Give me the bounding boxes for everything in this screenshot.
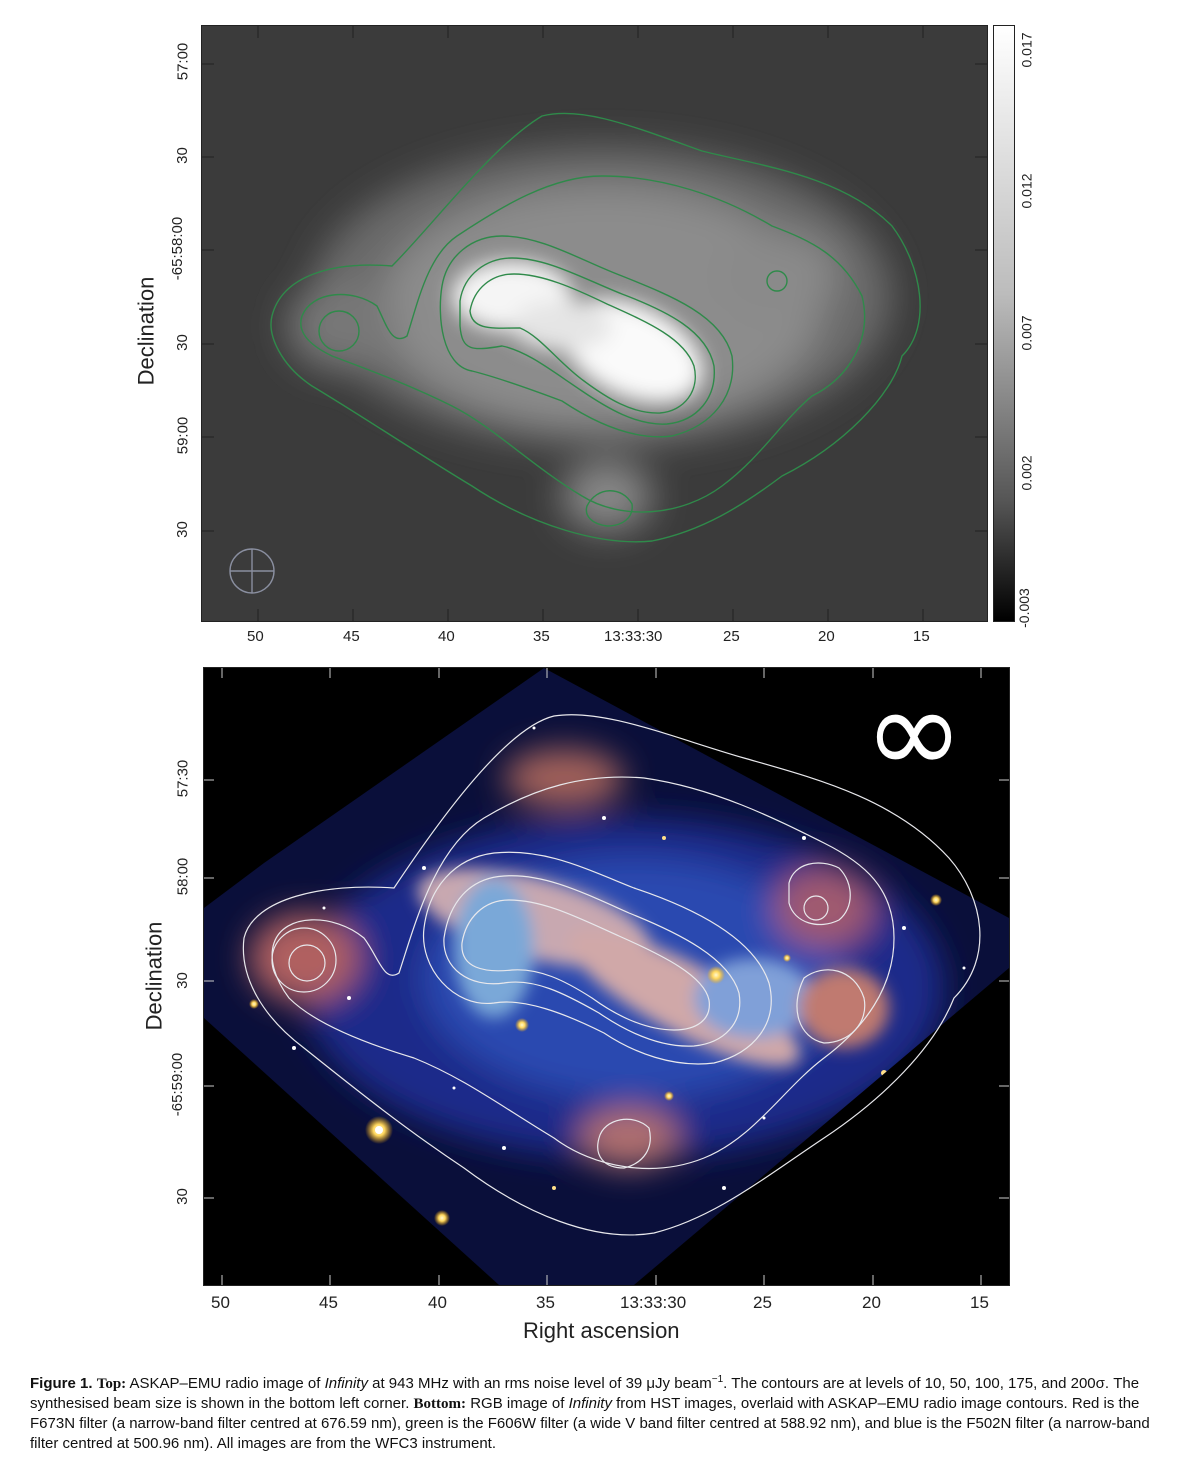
hst-image-svg: [204, 668, 1009, 1285]
contour-10sigma: [270, 112, 921, 543]
object-name: Infinity: [568, 1395, 612, 1412]
top-x-tick: 15: [913, 628, 930, 645]
colorbar-tick: 0.017: [1018, 32, 1035, 68]
colorbar-tick: 0.012: [1018, 173, 1035, 209]
radio-contours: [270, 112, 921, 543]
top-y-tick: 30: [173, 521, 191, 538]
contour-right-blob-inner: [803, 895, 829, 921]
contour-left-blob-outer: [271, 927, 337, 993]
bottom-y-tick: -65:59:00: [169, 1052, 187, 1117]
colorbar-tick: 0.007: [1018, 315, 1035, 351]
top-x-tick: 20: [818, 628, 835, 645]
contour-200sigma: [461, 899, 710, 1031]
beam-symbol: [229, 548, 275, 594]
contour-right-lobe: [796, 969, 866, 1044]
top-y-tick: 59:00: [174, 416, 192, 455]
contour-left-blob: [318, 310, 360, 352]
caption-text: RGB image of: [470, 1395, 565, 1412]
figure-label: Figure 1.: [30, 1375, 93, 1392]
caption-text: from HST images, overlaid with ASKAP–EMU…: [30, 1395, 1150, 1452]
contour-right-blob-outer: [788, 862, 851, 926]
bottom-y-tick: 30: [173, 1188, 191, 1205]
radio-contours-overlay: [242, 714, 981, 1236]
top-y-tick: 57:00: [174, 42, 192, 81]
top-x-tick: 50: [247, 628, 264, 645]
bottom-x-axis-title: Right ascension: [523, 1318, 680, 1343]
top-x-tick: 13:33:30: [604, 628, 663, 645]
contour-50sigma: [271, 776, 895, 1169]
bottom-x-tick: 15: [970, 1293, 989, 1312]
contour-50sigma: [300, 175, 866, 513]
contour-left-blob-inner: [288, 944, 326, 982]
caption-text: at 943 MHz with an rms noise level of 39…: [372, 1375, 712, 1392]
bottom-x-tick: 45: [319, 1293, 338, 1312]
caption-bottom-label: Bottom:: [413, 1396, 467, 1412]
bottom-y-tick: 58:00: [174, 857, 192, 896]
top-y-axis-title: Declination: [133, 276, 159, 386]
star-field: [249, 726, 966, 1226]
infinity-symbol-icon: ∞: [864, 667, 964, 802]
caption-text: ASKAP–EMU radio image of: [129, 1375, 321, 1392]
bottom-y-axis-title: Declination: [141, 921, 167, 1031]
top-x-tick: 40: [438, 628, 455, 645]
bottom-y-tick: 30: [173, 972, 191, 989]
top-y-tick: 30: [173, 147, 191, 164]
contour-100sigma: [422, 851, 772, 1065]
caption-text: . The contours are at levels of 10, 50, …: [30, 1375, 1140, 1412]
top-x-tick: 25: [723, 628, 740, 645]
contour-200sigma: [469, 273, 696, 414]
bottom-y-tick: 57:30: [174, 759, 192, 798]
object-name: Infinity: [324, 1375, 368, 1392]
contour-bottom-blob: [585, 490, 633, 527]
bottom-x-tick: 20: [862, 1293, 881, 1312]
contour-175sigma: [443, 875, 741, 1047]
figure-caption: Figure 1. Top: ASKAP–EMU radio image of …: [30, 1370, 1160, 1454]
top-y-tick: 30: [173, 334, 191, 351]
top-x-tick: 35: [533, 628, 550, 645]
colorbar-tick: -0.003: [1015, 588, 1032, 628]
contour-100sigma: [439, 235, 734, 438]
colorbar-tick: 0.002: [1018, 455, 1035, 491]
bottom-tick-marks: [204, 668, 1009, 1285]
radio-image: [201, 25, 988, 622]
diffuse-emission: [287, 146, 892, 531]
bottom-x-tick: 40: [428, 1293, 447, 1312]
bottom-x-tick: 13:33:30: [620, 1293, 687, 1312]
top-x-tick: 45: [343, 628, 360, 645]
contour-10sigma: [242, 714, 981, 1236]
caption-top-label: Top:: [96, 1376, 127, 1392]
contour-175sigma: [459, 257, 715, 425]
bottom-x-tick: 50: [211, 1293, 230, 1312]
colorbar: [993, 25, 1015, 622]
bottom-x-tick: 35: [536, 1293, 555, 1312]
bottom-x-tick: 25: [753, 1293, 772, 1312]
hst-rgb-image: ∞: [203, 667, 1010, 1286]
radio-image-svg: [202, 26, 987, 621]
top-tick-marks: [202, 26, 987, 621]
contour-bottom-blob: [597, 1118, 651, 1169]
contour-right-blob: [766, 270, 788, 292]
caption-superscript: −1: [711, 1374, 724, 1385]
top-y-tick: -65:58:00: [169, 216, 187, 281]
